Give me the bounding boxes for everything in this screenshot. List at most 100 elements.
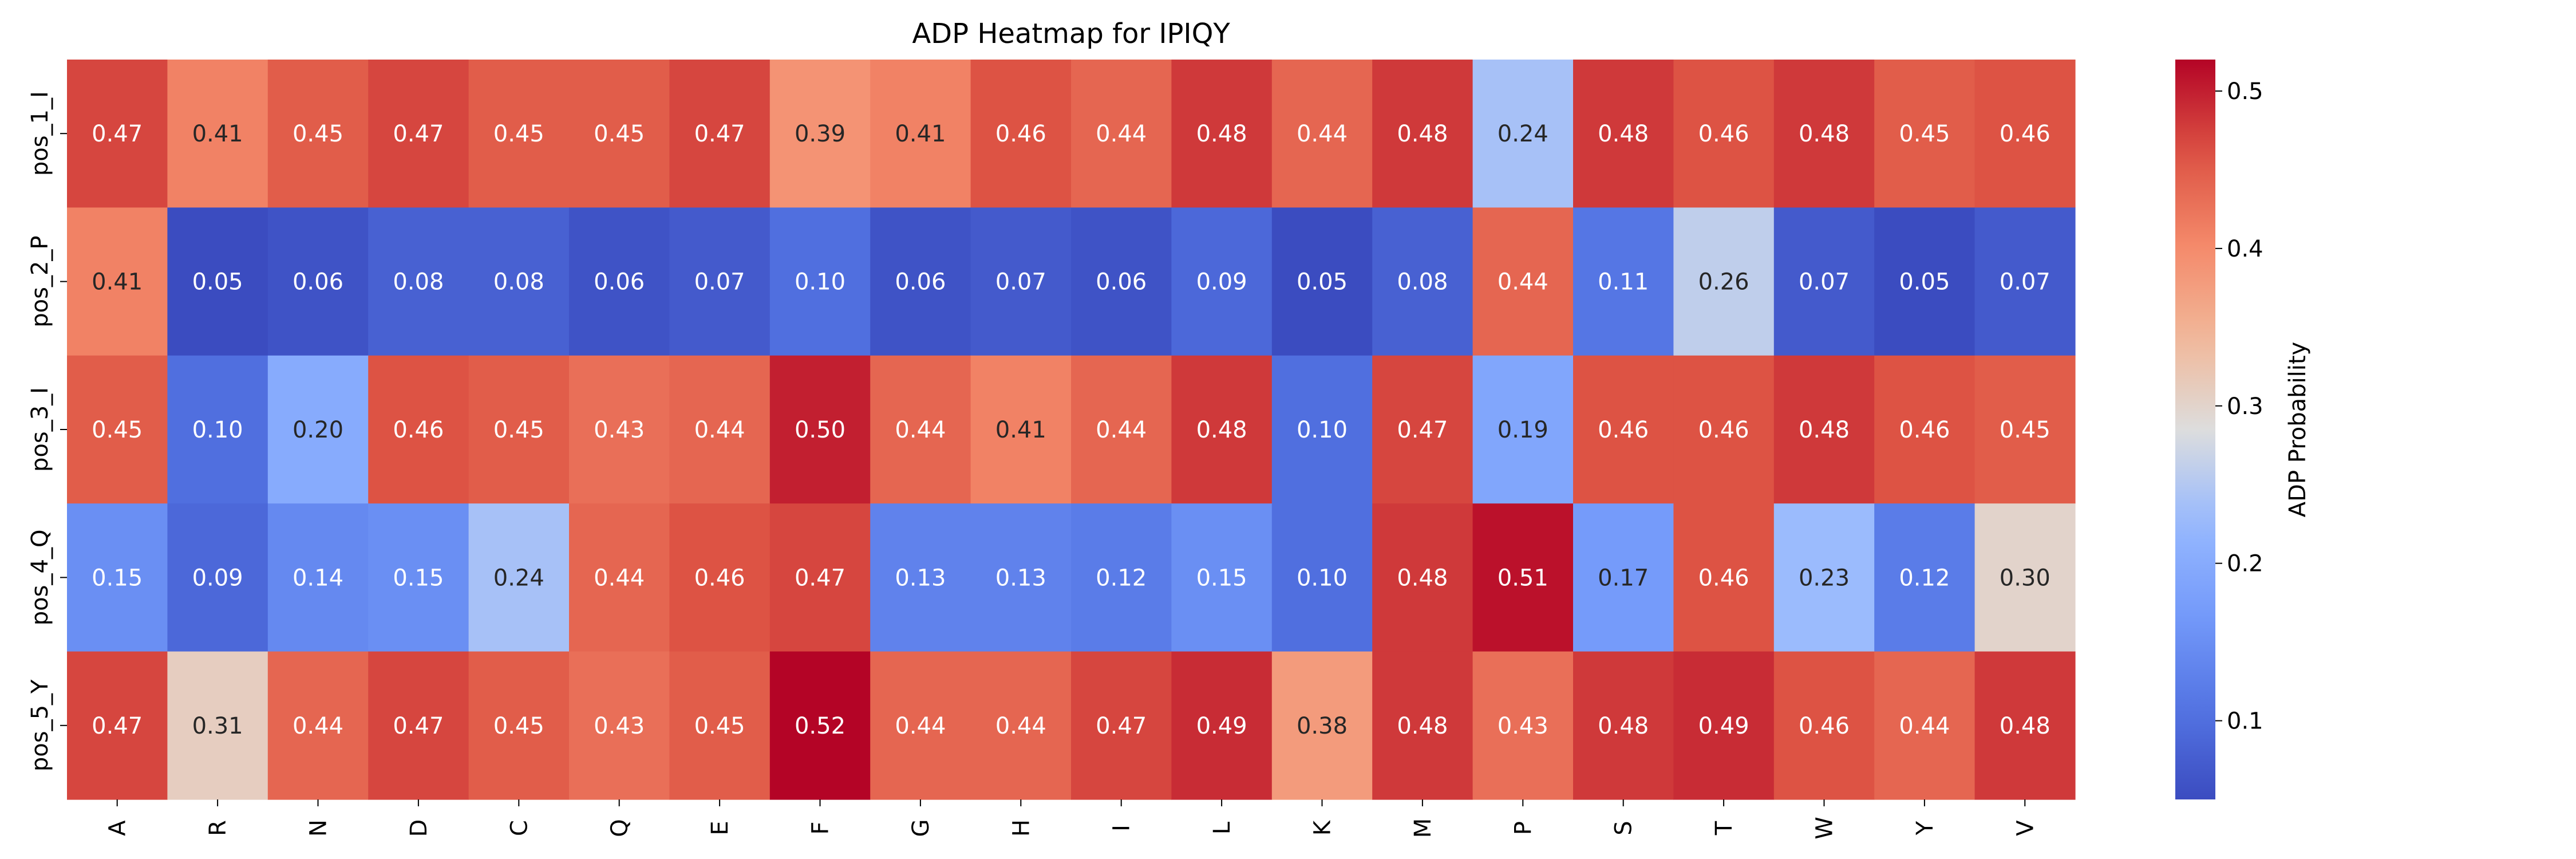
cell-value-label: 0.46 xyxy=(1698,417,1749,443)
heatmap-cell-pos_3_I-F xyxy=(769,355,871,504)
heatmap-cell-pos_3_I-Y xyxy=(1874,355,1976,504)
heatmap-cell-pos_1_I-N xyxy=(267,60,369,208)
x-tick-label: S xyxy=(1611,821,1637,835)
cell-value-label: 0.41 xyxy=(995,417,1046,443)
cell-value-label: 0.10 xyxy=(192,417,243,443)
cell-value-label: 0.50 xyxy=(795,417,846,443)
x-tick-label: F xyxy=(808,821,834,834)
colorbar-tick-label: 0.3 xyxy=(2227,393,2263,420)
heatmap-cell-pos_5_Y-V xyxy=(1974,651,2076,800)
cell-value-label: 0.47 xyxy=(393,713,444,739)
heatmap-cell-pos_2_P-K xyxy=(1271,207,1373,356)
cell-value-label: 0.38 xyxy=(1297,713,1348,739)
cell-value-label: 0.41 xyxy=(192,121,243,147)
cell-value-label: 0.46 xyxy=(1698,565,1749,591)
cell-value-label: 0.48 xyxy=(1196,121,1247,147)
cell-value-label: 0.47 xyxy=(1096,713,1147,739)
x-tick-label: D xyxy=(406,819,432,837)
heatmap-cell-pos_5_Y-K xyxy=(1271,651,1373,800)
heatmap-cell-pos_1_I-T xyxy=(1673,60,1775,208)
x-tick-label: I xyxy=(1109,825,1135,832)
heatmap-cell-pos_5_Y-D xyxy=(368,651,469,800)
heatmap-cell-pos_5_Y-G xyxy=(870,651,971,800)
heatmap-cell-pos_4_Q-Y xyxy=(1874,503,1976,652)
cell-value-label: 0.10 xyxy=(795,269,846,295)
cell-value-label: 0.09 xyxy=(1196,269,1247,295)
heatmap-cell-pos_5_Y-L xyxy=(1171,651,1273,800)
x-tick-label: Q xyxy=(607,819,633,837)
heatmap-cell-pos_2_P-L xyxy=(1171,207,1273,356)
cell-value-label: 0.47 xyxy=(92,121,143,147)
cell-value-label: 0.45 xyxy=(493,713,544,739)
heatmap-cell-pos_5_Y-W xyxy=(1773,651,1875,800)
cell-value-label: 0.46 xyxy=(393,417,444,443)
cell-value-label: 0.26 xyxy=(1698,269,1749,295)
cell-value-label: 0.24 xyxy=(493,565,544,591)
y-tick-label: pos_4_Q xyxy=(27,530,53,626)
heatmap-cell-pos_1_I-A xyxy=(67,60,168,208)
heatmap-cell-pos_2_P-H xyxy=(970,207,1072,356)
heatmap-cell-pos_3_I-I xyxy=(1071,355,1172,504)
heatmap-cell-pos_3_I-K xyxy=(1271,355,1373,504)
heatmap-cell-pos_3_I-Q xyxy=(569,355,670,504)
heatmap-cell-pos_3_I-S xyxy=(1573,355,1674,504)
x-tick-label: L xyxy=(1209,821,1235,834)
heatmap-cell-pos_4_Q-E xyxy=(669,503,771,652)
cell-value-label: 0.48 xyxy=(1598,713,1649,739)
cell-value-label: 0.44 xyxy=(895,713,946,739)
colorbar-tick-label: 0.5 xyxy=(2227,78,2263,105)
heatmap-cell-pos_2_P-F xyxy=(769,207,871,356)
heatmap-cell-pos_4_Q-I xyxy=(1071,503,1172,652)
heatmap-cell-pos_5_Y-Q xyxy=(569,651,670,800)
cell-value-label: 0.44 xyxy=(1297,121,1348,147)
heatmap-cell-pos_5_Y-Y xyxy=(1874,651,1976,800)
cell-value-label: 0.44 xyxy=(1096,417,1147,443)
x-tick-label: V xyxy=(2012,820,2038,836)
heatmap-cell-pos_3_I-T xyxy=(1673,355,1775,504)
heatmap-cell-pos_2_P-S xyxy=(1573,207,1674,356)
heatmap-cell-pos_5_Y-C xyxy=(468,651,570,800)
x-tick-label: W xyxy=(1812,817,1838,840)
colorbar-tick-label: 0.4 xyxy=(2227,236,2263,262)
heatmap-cell-pos_4_Q-R xyxy=(167,503,268,652)
x-tick-label: R xyxy=(205,820,231,836)
cell-value-label: 0.44 xyxy=(895,417,946,443)
heatmap-cell-pos_4_Q-H xyxy=(970,503,1072,652)
heatmap-cell-pos_5_Y-E xyxy=(669,651,771,800)
heatmap-cell-pos_5_Y-M xyxy=(1372,651,1473,800)
heatmap-cell-pos_5_Y-S xyxy=(1573,651,1674,800)
cell-value-label: 0.31 xyxy=(192,713,243,739)
cell-value-label: 0.19 xyxy=(1498,417,1548,443)
cell-value-label: 0.52 xyxy=(795,713,846,739)
heatmap-cell-pos_4_Q-T xyxy=(1673,503,1775,652)
heatmap-cell-pos_1_I-W xyxy=(1773,60,1875,208)
cell-value-label: 0.08 xyxy=(493,269,544,295)
y-axis: pos_1_I pos_2_P pos_3_I pos_4_Q pos_5_Y xyxy=(27,91,67,771)
cell-value-label: 0.45 xyxy=(1899,121,1950,147)
heatmap-cell-pos_5_Y-R xyxy=(167,651,268,800)
cell-value-label: 0.06 xyxy=(293,269,343,295)
heatmap-cell-pos_3_I-M xyxy=(1372,355,1473,504)
x-tick-label: C xyxy=(506,820,532,836)
cell-value-label: 0.49 xyxy=(1698,713,1749,739)
cell-value-label: 0.46 xyxy=(1698,121,1749,147)
cell-value-label: 0.24 xyxy=(1498,121,1548,147)
cell-value-label: 0.45 xyxy=(293,121,343,147)
colorbar-gradient xyxy=(2175,60,2215,799)
cell-value-label: 0.11 xyxy=(1598,269,1649,295)
cell-value-label: 0.47 xyxy=(795,565,846,591)
x-tick-label: N xyxy=(306,819,332,837)
heatmap-cell-pos_3_I-C xyxy=(468,355,570,504)
cell-value-label: 0.45 xyxy=(694,713,745,739)
cell-value-label: 0.07 xyxy=(995,269,1046,295)
cell-value-label: 0.05 xyxy=(1899,269,1950,295)
heatmap-cell-pos_1_I-D xyxy=(368,60,469,208)
cell-value-label: 0.15 xyxy=(393,565,444,591)
cell-value-label: 0.08 xyxy=(1397,269,1448,295)
heatmap-cell-pos_2_P-M xyxy=(1372,207,1473,356)
cell-value-label: 0.44 xyxy=(594,565,645,591)
heatmap-cell-pos_4_Q-C xyxy=(468,503,570,652)
heatmap-cell-pos_4_Q-S xyxy=(1573,503,1674,652)
heatmap-cell-pos_3_I-W xyxy=(1773,355,1875,504)
